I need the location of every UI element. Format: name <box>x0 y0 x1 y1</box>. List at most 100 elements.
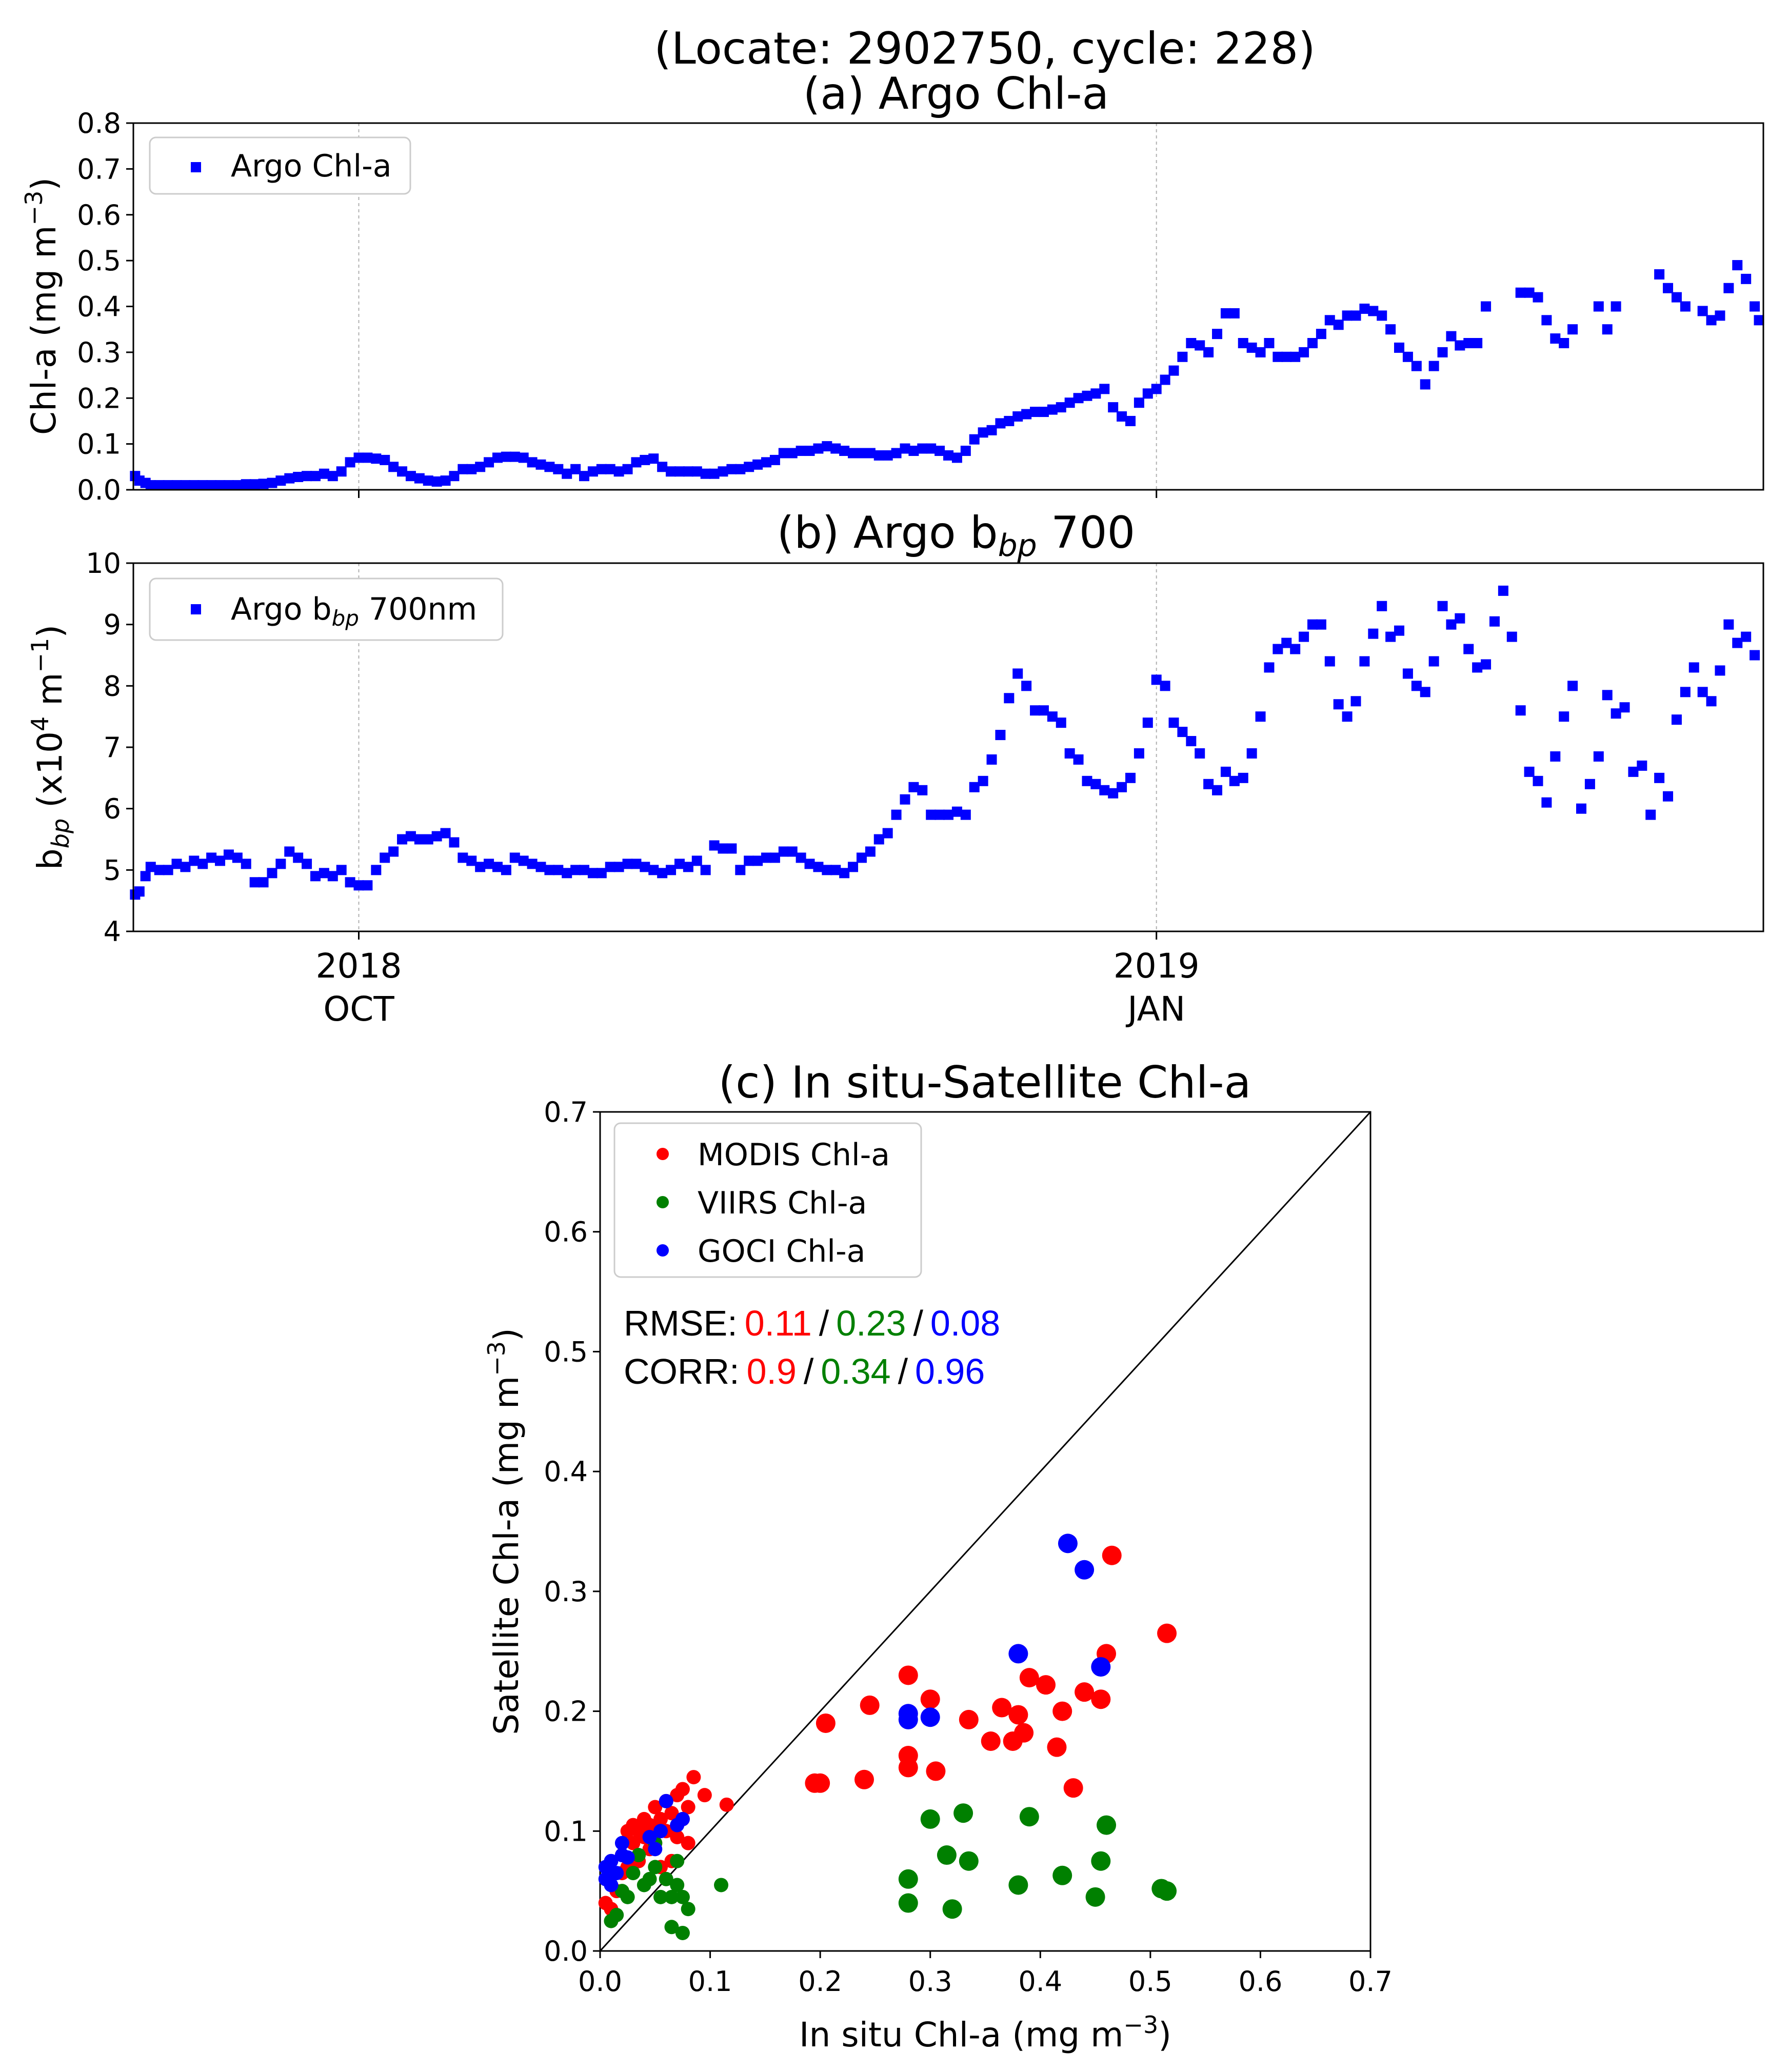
panel-a-point <box>492 452 503 463</box>
panel-b-point <box>1576 803 1587 814</box>
panel-a-point <box>1350 310 1361 321</box>
corr-label: CORR: <box>624 1351 740 1391</box>
panel-b-point <box>1723 619 1734 630</box>
panel-b-point <box>1134 748 1144 759</box>
panel-a-point <box>1229 308 1240 318</box>
panel-b-point <box>1498 585 1508 596</box>
panel-a-point <box>1203 347 1214 357</box>
panel-a-point <box>284 473 295 484</box>
panel-b-point <box>154 865 165 875</box>
panel-b-ylabel: bbp (x104 m−1) <box>26 625 74 870</box>
panel-b-point <box>917 785 928 795</box>
panel-b-point <box>232 852 243 863</box>
viirs-point <box>1097 1815 1117 1835</box>
goci-point <box>620 1850 635 1865</box>
panel-a-point <box>917 443 928 454</box>
panel-a-point <box>267 477 277 488</box>
panel-a-point <box>570 464 581 474</box>
panel-a-point <box>1533 292 1543 303</box>
panel-a-point <box>865 448 876 459</box>
panel-b-point <box>1533 775 1543 786</box>
panel-b-point <box>718 843 728 854</box>
panel-a-point <box>908 446 919 456</box>
panel-a-point <box>613 466 624 477</box>
modis-point <box>686 1770 701 1785</box>
panel-b-point <box>640 862 650 872</box>
panel-a-point <box>458 464 468 474</box>
panel-a-point <box>327 471 338 482</box>
goci-point <box>1058 1533 1078 1553</box>
panel-a-point <box>822 441 832 452</box>
panel-b-point <box>613 862 624 872</box>
viirs-point <box>953 1803 973 1823</box>
panel-a-point <box>362 452 373 463</box>
panel-b-point <box>1203 779 1214 789</box>
goci-point <box>648 1842 663 1857</box>
panel-a-point <box>1402 351 1413 362</box>
panel-b-point <box>1273 644 1283 654</box>
panel-c-frame <box>599 1111 1371 1952</box>
panel-a-point <box>171 480 182 491</box>
panel-b-point <box>1541 797 1552 808</box>
panel-b-point <box>995 730 1006 741</box>
panel-b-point <box>1073 754 1084 765</box>
panel-a-point <box>1238 338 1248 348</box>
panel-b-point <box>1394 625 1405 636</box>
panel-a-point <box>830 443 841 454</box>
panel-a-point <box>1264 338 1275 348</box>
viirs-point <box>609 1907 624 1922</box>
panel-b-xtick-month: JAN <box>1125 989 1185 1029</box>
panel-b-point <box>535 862 546 872</box>
panel-c-xtick-label: 0.6 <box>1238 1965 1282 1998</box>
panel-b-point <box>1680 687 1691 698</box>
panel-b-point <box>484 859 494 869</box>
panel-a-point <box>1541 315 1552 326</box>
panel-a-point <box>856 448 867 459</box>
panel-a-point <box>848 448 859 459</box>
panel-b-point <box>787 846 798 857</box>
viirs-point <box>681 1902 695 1917</box>
modis-point <box>670 1829 685 1844</box>
panel-a-ytick-label: 0.4 <box>77 291 121 323</box>
panel-b-point <box>1446 619 1457 630</box>
panel-b-point <box>319 868 329 879</box>
panel-a-point <box>1195 340 1205 351</box>
modis-point <box>854 1769 874 1789</box>
panel-b-point <box>926 809 937 820</box>
panel-a-point <box>1750 301 1760 312</box>
panel-a-point <box>1377 310 1387 321</box>
panel-b-point <box>1324 656 1335 667</box>
panel-a-marks <box>130 260 1764 491</box>
panel-a-point <box>1177 351 1188 362</box>
panel-b-point <box>744 855 754 866</box>
panel-c-xlabel: In situ Chl-a (mg m−3) <box>799 2011 1171 2055</box>
panel-b-point <box>1316 619 1326 630</box>
panel-a-point <box>371 453 382 464</box>
panel-a-point <box>1455 340 1465 351</box>
panel-b-point <box>1550 751 1561 762</box>
panel-a-point <box>1559 338 1569 348</box>
panel-b-point <box>527 859 538 869</box>
panel-a-point <box>154 480 165 491</box>
panel-a-point <box>1012 411 1023 422</box>
panel-a-point <box>1108 402 1119 413</box>
panel-b-point <box>1602 690 1613 701</box>
panel-b-legend-marker <box>191 604 201 614</box>
viirs-point <box>1008 1875 1028 1895</box>
panel-b-point <box>839 868 850 879</box>
panel-a-point <box>761 457 772 468</box>
viirs-point <box>670 1854 685 1868</box>
panel-a-point <box>1385 324 1396 335</box>
panel-a-point <box>293 471 304 482</box>
panel-a-point <box>926 443 937 454</box>
modis-point <box>898 1746 918 1766</box>
panel-b-point <box>1281 637 1292 648</box>
panel-b-point <box>327 871 338 882</box>
panel-c-ytick-label: 0.0 <box>544 1935 588 1967</box>
panel-b-point <box>1559 711 1569 722</box>
panel-b-point <box>1238 772 1248 783</box>
panel-a-point <box>1463 338 1474 348</box>
viirs-point <box>670 1878 685 1892</box>
panel-a-point <box>1515 287 1526 298</box>
rmse-viirs: 0.23 <box>836 1303 906 1343</box>
